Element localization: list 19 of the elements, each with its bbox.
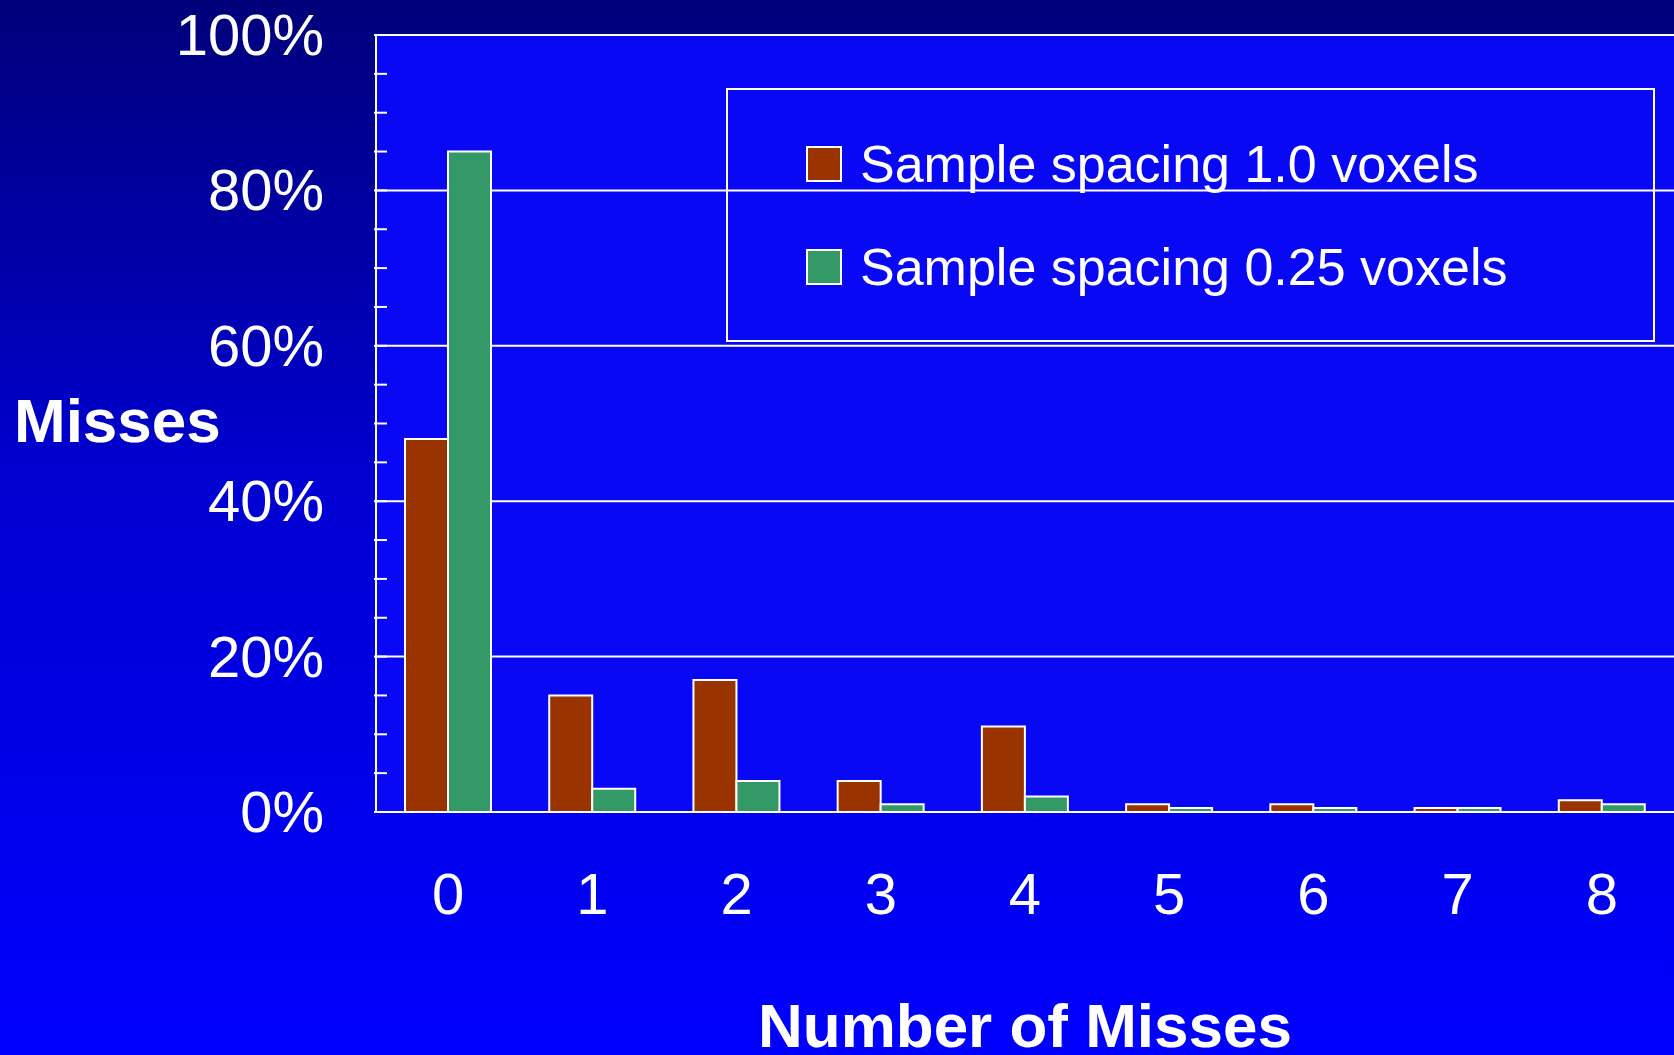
- x-tick-label: 8: [1585, 861, 1619, 927]
- x-tick-label: 3: [864, 861, 897, 927]
- y-tick-label: 100%: [175, 2, 324, 67]
- y-axis-title: Misses: [14, 385, 221, 456]
- x-tick-label: 0: [431, 861, 465, 927]
- y-tick-label: 40%: [207, 468, 324, 534]
- x-axis-title: Number of Misses: [757, 991, 1293, 1055]
- y-tick-label: 20%: [207, 623, 324, 689]
- legend-label: Sample spacing 1.0 voxels: [860, 133, 1479, 194]
- legend-label: Sample spacing 0.25 voxels: [860, 236, 1508, 297]
- x-tick-label: 2: [720, 861, 753, 927]
- y-tick-label: 80%: [207, 157, 324, 223]
- y-tick-label: 60%: [207, 312, 324, 378]
- y-tick-label: 0%: [240, 779, 324, 844]
- x-tick-label: 1: [576, 861, 609, 927]
- x-tick-label: 5: [1153, 861, 1186, 927]
- x-tick-label: 4: [1008, 861, 1042, 927]
- x-tick-label: 6: [1297, 861, 1330, 927]
- x-tick-label: 7: [1441, 861, 1474, 927]
